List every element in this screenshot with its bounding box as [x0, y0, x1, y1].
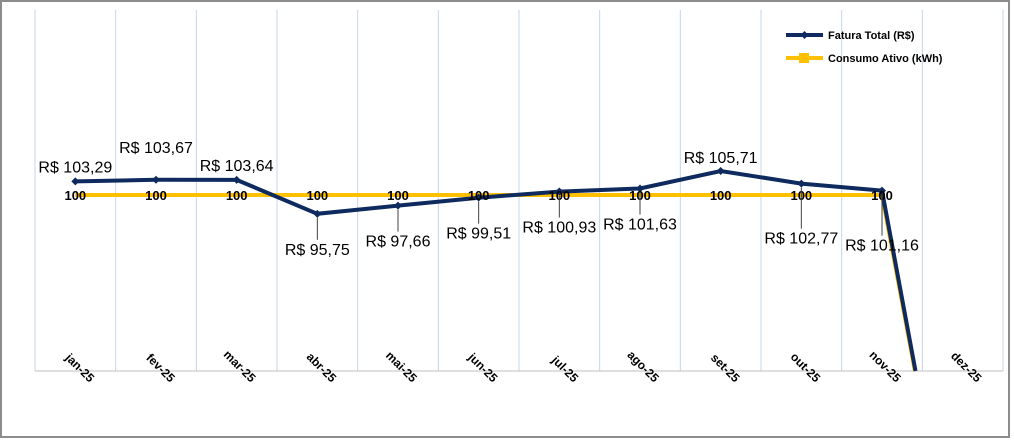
- consumo-data-label: 100: [145, 188, 167, 203]
- fatura-point: [232, 175, 241, 184]
- consumo-data-label: 100: [226, 188, 248, 203]
- plot-area: [71, 167, 918, 372]
- fatura-point: [716, 167, 725, 175]
- fatura-data-label: R$ 105,71: [684, 150, 758, 167]
- fatura-data-label: R$ 101,63: [603, 217, 677, 234]
- fatura-data-label: R$ 100,93: [522, 220, 596, 237]
- legend-consumo-label: Consumo Ativo (kWh): [828, 53, 943, 65]
- fatura-data-label: R$ 103,67: [119, 140, 193, 157]
- series-fatura-line: [75, 168, 918, 372]
- fatura-point: [313, 209, 322, 218]
- fatura-data-label: R$ 103,29: [38, 159, 112, 176]
- fatura-point: [394, 201, 402, 210]
- fatura-data-label: R$ 101,16: [845, 238, 919, 255]
- fatura-point: [555, 187, 564, 196]
- fatura-data-label: R$ 102,77: [764, 231, 838, 248]
- consumo-data-label: 100: [64, 188, 86, 203]
- consumo-data-label: 100: [710, 188, 732, 203]
- legend: Fatura Total (R$) Consumo Ativo (kWh): [786, 30, 943, 65]
- fatura-point: [152, 175, 160, 184]
- fatura-point: [636, 184, 644, 193]
- consumo-data-label: 100: [306, 188, 328, 203]
- consumo-data-label: 100: [387, 188, 409, 203]
- fatura-data-label: R$ 97,66: [366, 234, 431, 251]
- legend-fatura-label: Fatura Total (R$): [828, 30, 915, 42]
- fatura-point: [878, 186, 886, 195]
- consumo-data-label: 100: [548, 188, 570, 203]
- legend-fatura-marker: [800, 31, 809, 39]
- fatura-point: [71, 177, 80, 186]
- fatura-point: [474, 193, 483, 202]
- fatura-point: [797, 179, 806, 188]
- fatura-data-label: R$ 95,75: [285, 242, 350, 259]
- legend-consumo-marker: [799, 53, 809, 63]
- fatura-data-label: R$ 103,64: [200, 158, 274, 175]
- consumo-data-label: 100: [468, 188, 490, 203]
- fatura-data-label: R$ 99,51: [446, 226, 511, 243]
